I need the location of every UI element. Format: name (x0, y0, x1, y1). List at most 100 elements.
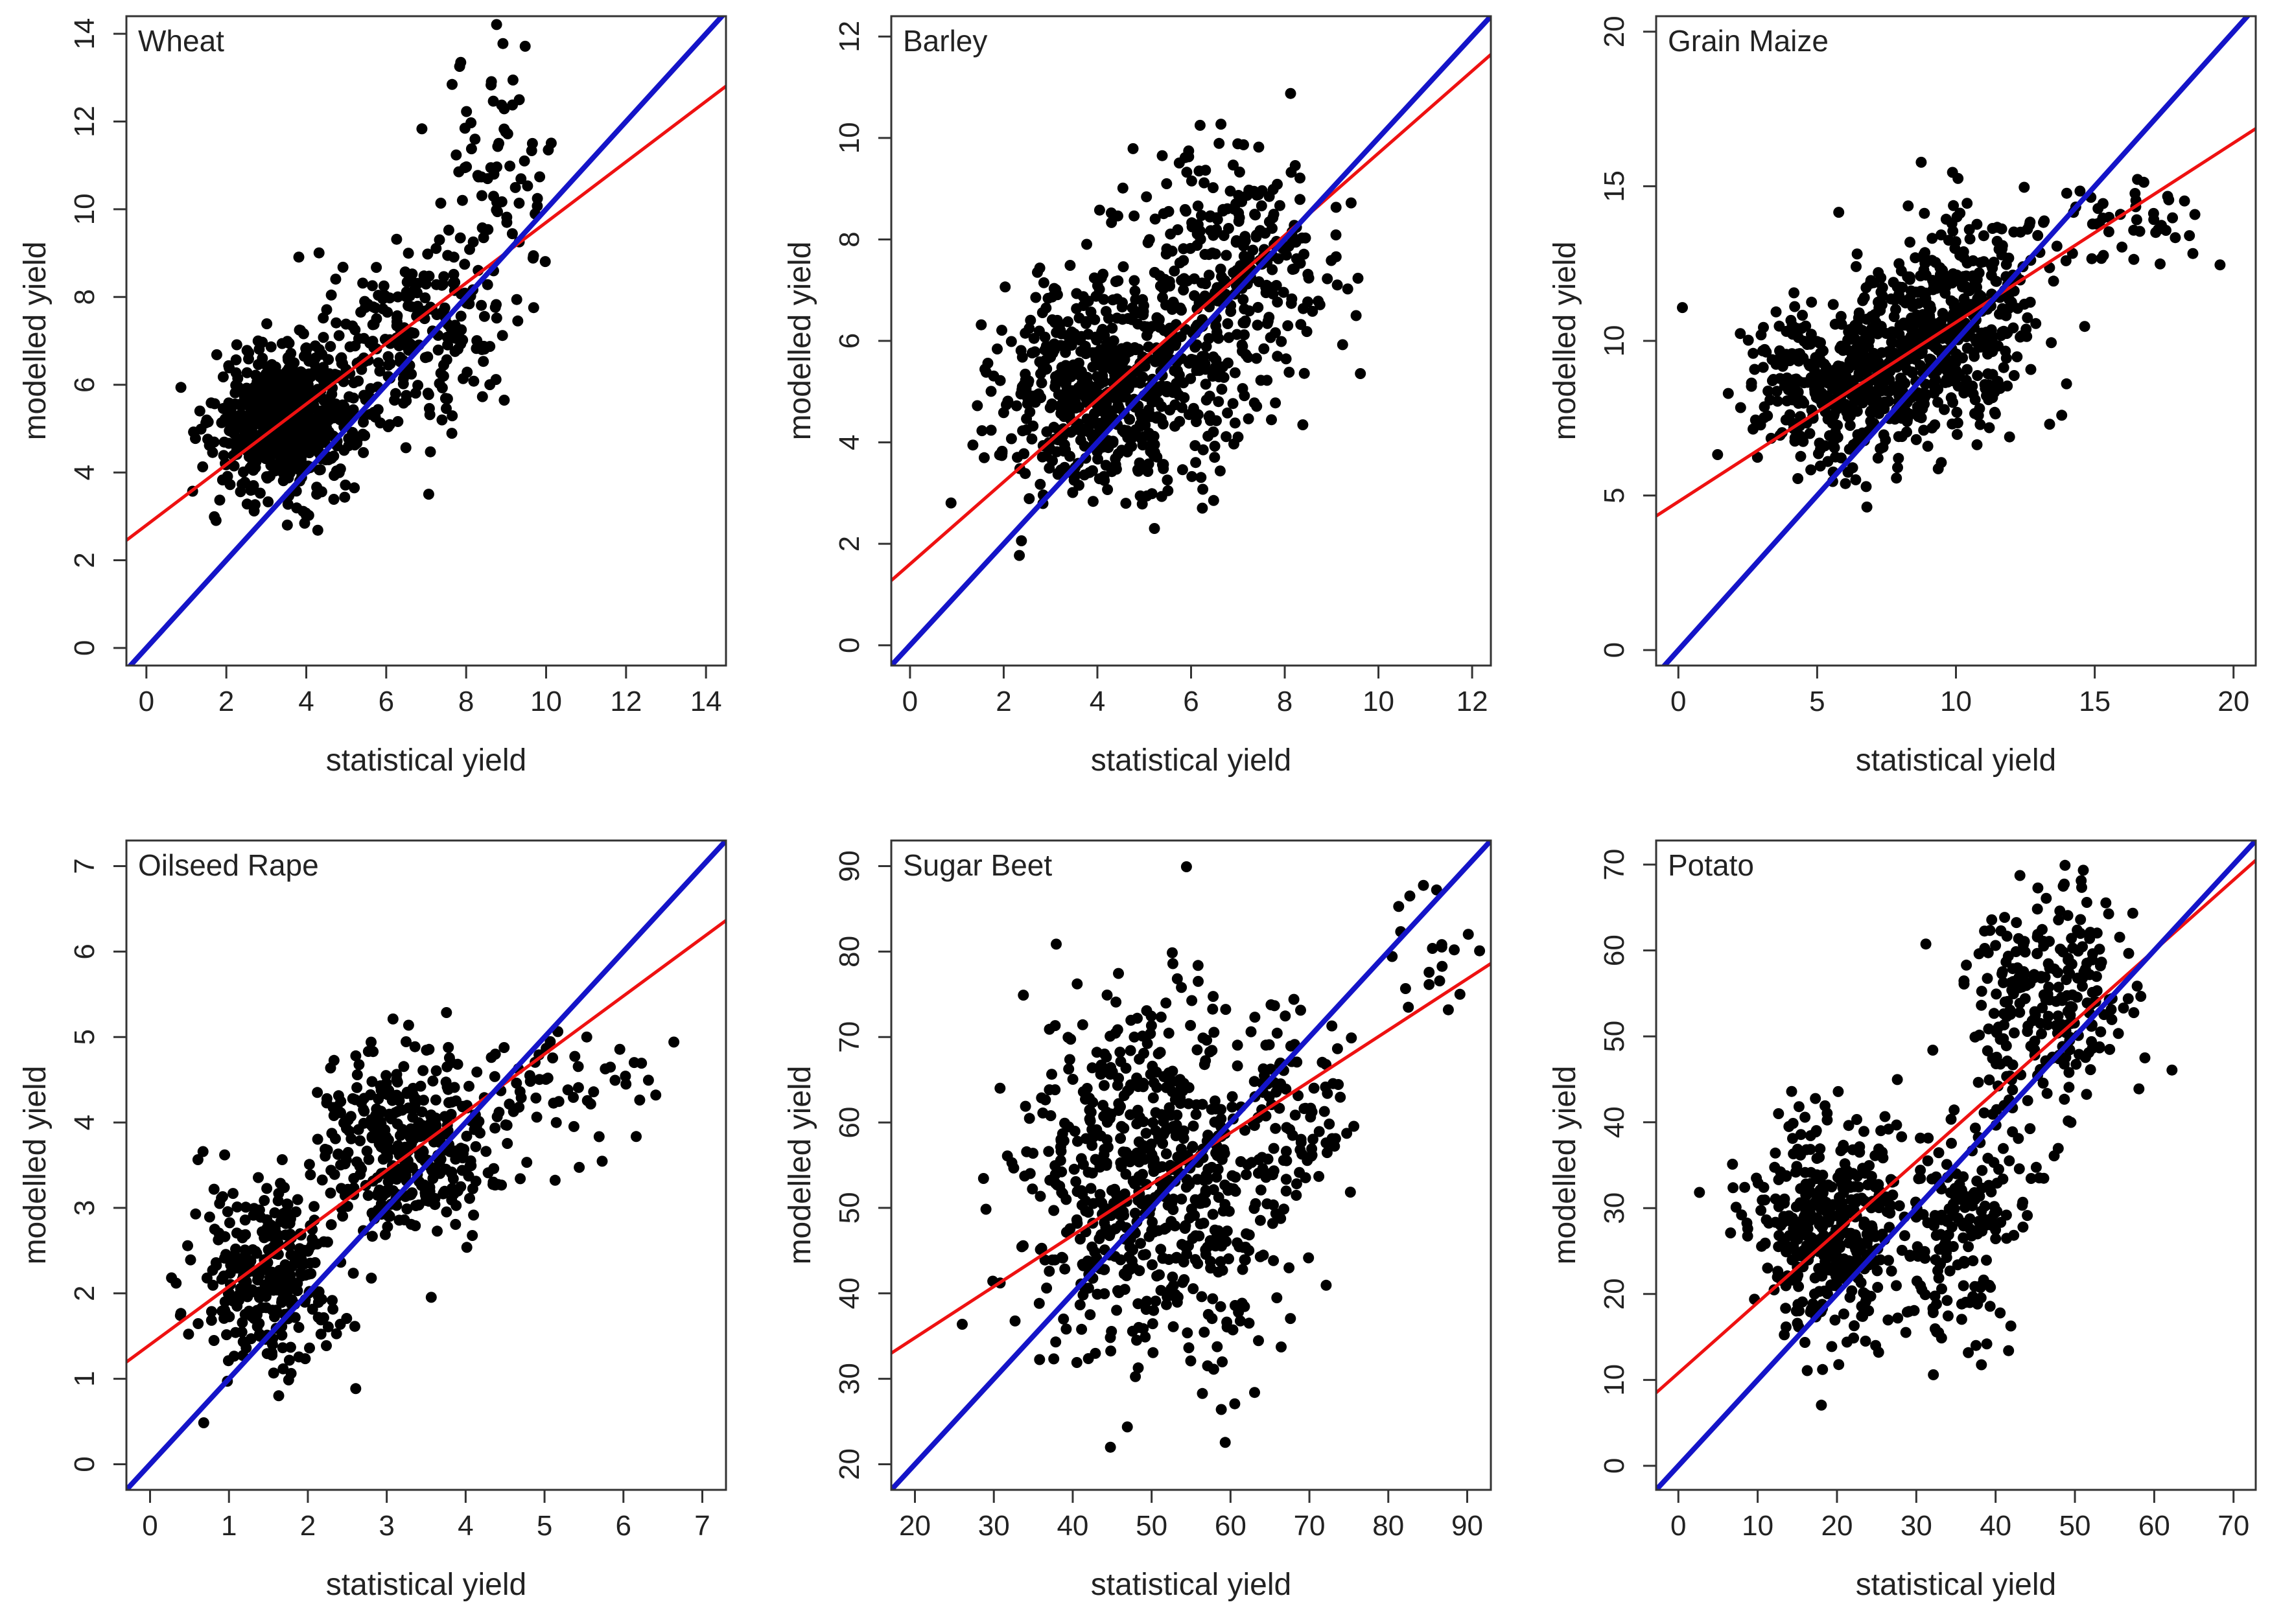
data-point (1280, 1174, 1292, 1185)
data-point (1898, 342, 1910, 354)
data-point (467, 236, 479, 248)
data-point (1784, 409, 1796, 421)
data-point (194, 405, 205, 417)
data-point (1929, 382, 1941, 393)
data-point (455, 56, 467, 68)
data-point (1026, 347, 1038, 359)
data-point (208, 436, 220, 448)
data-point (519, 155, 530, 167)
data-point (1192, 960, 1204, 971)
data-point (1915, 412, 1927, 424)
data-point (390, 388, 401, 399)
panel-title: Oilseed Rape (138, 848, 319, 882)
data-point (1067, 393, 1079, 404)
data-point (230, 354, 242, 365)
data-point (1872, 452, 1884, 464)
data-point (1181, 167, 1193, 178)
data-point (1136, 498, 1148, 510)
data-point (465, 143, 477, 155)
data-point (1712, 449, 1724, 460)
data-point (549, 1174, 561, 1186)
data-point (1060, 340, 1072, 351)
data-point (1195, 1198, 1207, 1209)
data-point (1788, 1240, 1799, 1252)
data-point (1056, 362, 1068, 373)
data-point (1075, 331, 1087, 342)
data-point (1176, 464, 1188, 476)
y-tick-label: 20 (834, 1448, 865, 1480)
data-point (1197, 444, 1209, 456)
data-point (2024, 216, 2036, 228)
data-point (461, 1130, 473, 1142)
data-point (1134, 1265, 1145, 1277)
data-point (1169, 1220, 1181, 1232)
data-point (361, 1145, 373, 1157)
data-point (1283, 1262, 1295, 1273)
data-point (1189, 440, 1201, 452)
data-point (449, 1082, 460, 1093)
data-point (461, 106, 473, 117)
data-point (1186, 1203, 1197, 1215)
data-point (1190, 457, 1202, 469)
data-point (1873, 1202, 1885, 1214)
data-point (1045, 351, 1057, 363)
data-point (374, 365, 386, 377)
data-point (489, 1122, 501, 1134)
data-point (1886, 293, 1897, 305)
data-point (1116, 445, 1127, 456)
data-point (1816, 441, 1827, 452)
data-point (547, 1052, 559, 1063)
data-point (1163, 205, 1175, 217)
x-tick-label: 4 (1090, 686, 1105, 717)
data-point (1236, 196, 1248, 207)
data-point (1789, 435, 1801, 447)
data-point (1124, 1241, 1136, 1253)
data-point (1025, 390, 1037, 402)
data-point (362, 1190, 374, 1201)
data-point (425, 446, 436, 458)
data-point (1742, 1230, 1753, 1242)
data-point (235, 1282, 246, 1294)
data-point (1213, 1225, 1224, 1236)
data-point (476, 391, 488, 402)
points-group (1677, 156, 2226, 513)
data-point (1742, 334, 1754, 346)
data-point (1176, 982, 1188, 993)
data-point (1281, 1155, 1293, 1166)
data-point (1302, 1152, 1313, 1163)
data-point (441, 331, 453, 343)
data-point (1092, 1155, 1103, 1166)
data-point (2097, 198, 2109, 209)
data-point (375, 1106, 387, 1117)
data-point (424, 409, 436, 421)
data-point (1889, 413, 1901, 425)
data-point (1036, 377, 1047, 389)
data-point (1222, 407, 1234, 419)
data-point (459, 259, 471, 270)
data-point (1427, 943, 1438, 954)
data-point (373, 1120, 385, 1132)
data-point (347, 1268, 359, 1279)
data-point (1423, 979, 1435, 990)
data-point (1337, 339, 1348, 351)
data-point (2086, 253, 2098, 264)
data-point (1125, 1109, 1136, 1120)
data-point (1838, 1253, 1850, 1265)
data-point (1947, 418, 1958, 430)
data-point (1929, 419, 1941, 431)
data-point (1183, 1082, 1195, 1093)
data-point (340, 318, 352, 330)
data-point (1234, 1315, 1246, 1327)
data-point (996, 445, 1008, 457)
data-point (1156, 1161, 1168, 1172)
data-point (1788, 287, 1800, 299)
data-point (217, 1191, 228, 1203)
data-point (1160, 342, 1172, 354)
data-point (320, 1144, 331, 1155)
data-point (1294, 1166, 1305, 1178)
data-point (568, 1091, 579, 1103)
data-point (447, 78, 458, 90)
data-point (1893, 452, 1904, 464)
data-point (1285, 297, 1297, 309)
panel-title: Sugar Beet (903, 848, 1052, 882)
